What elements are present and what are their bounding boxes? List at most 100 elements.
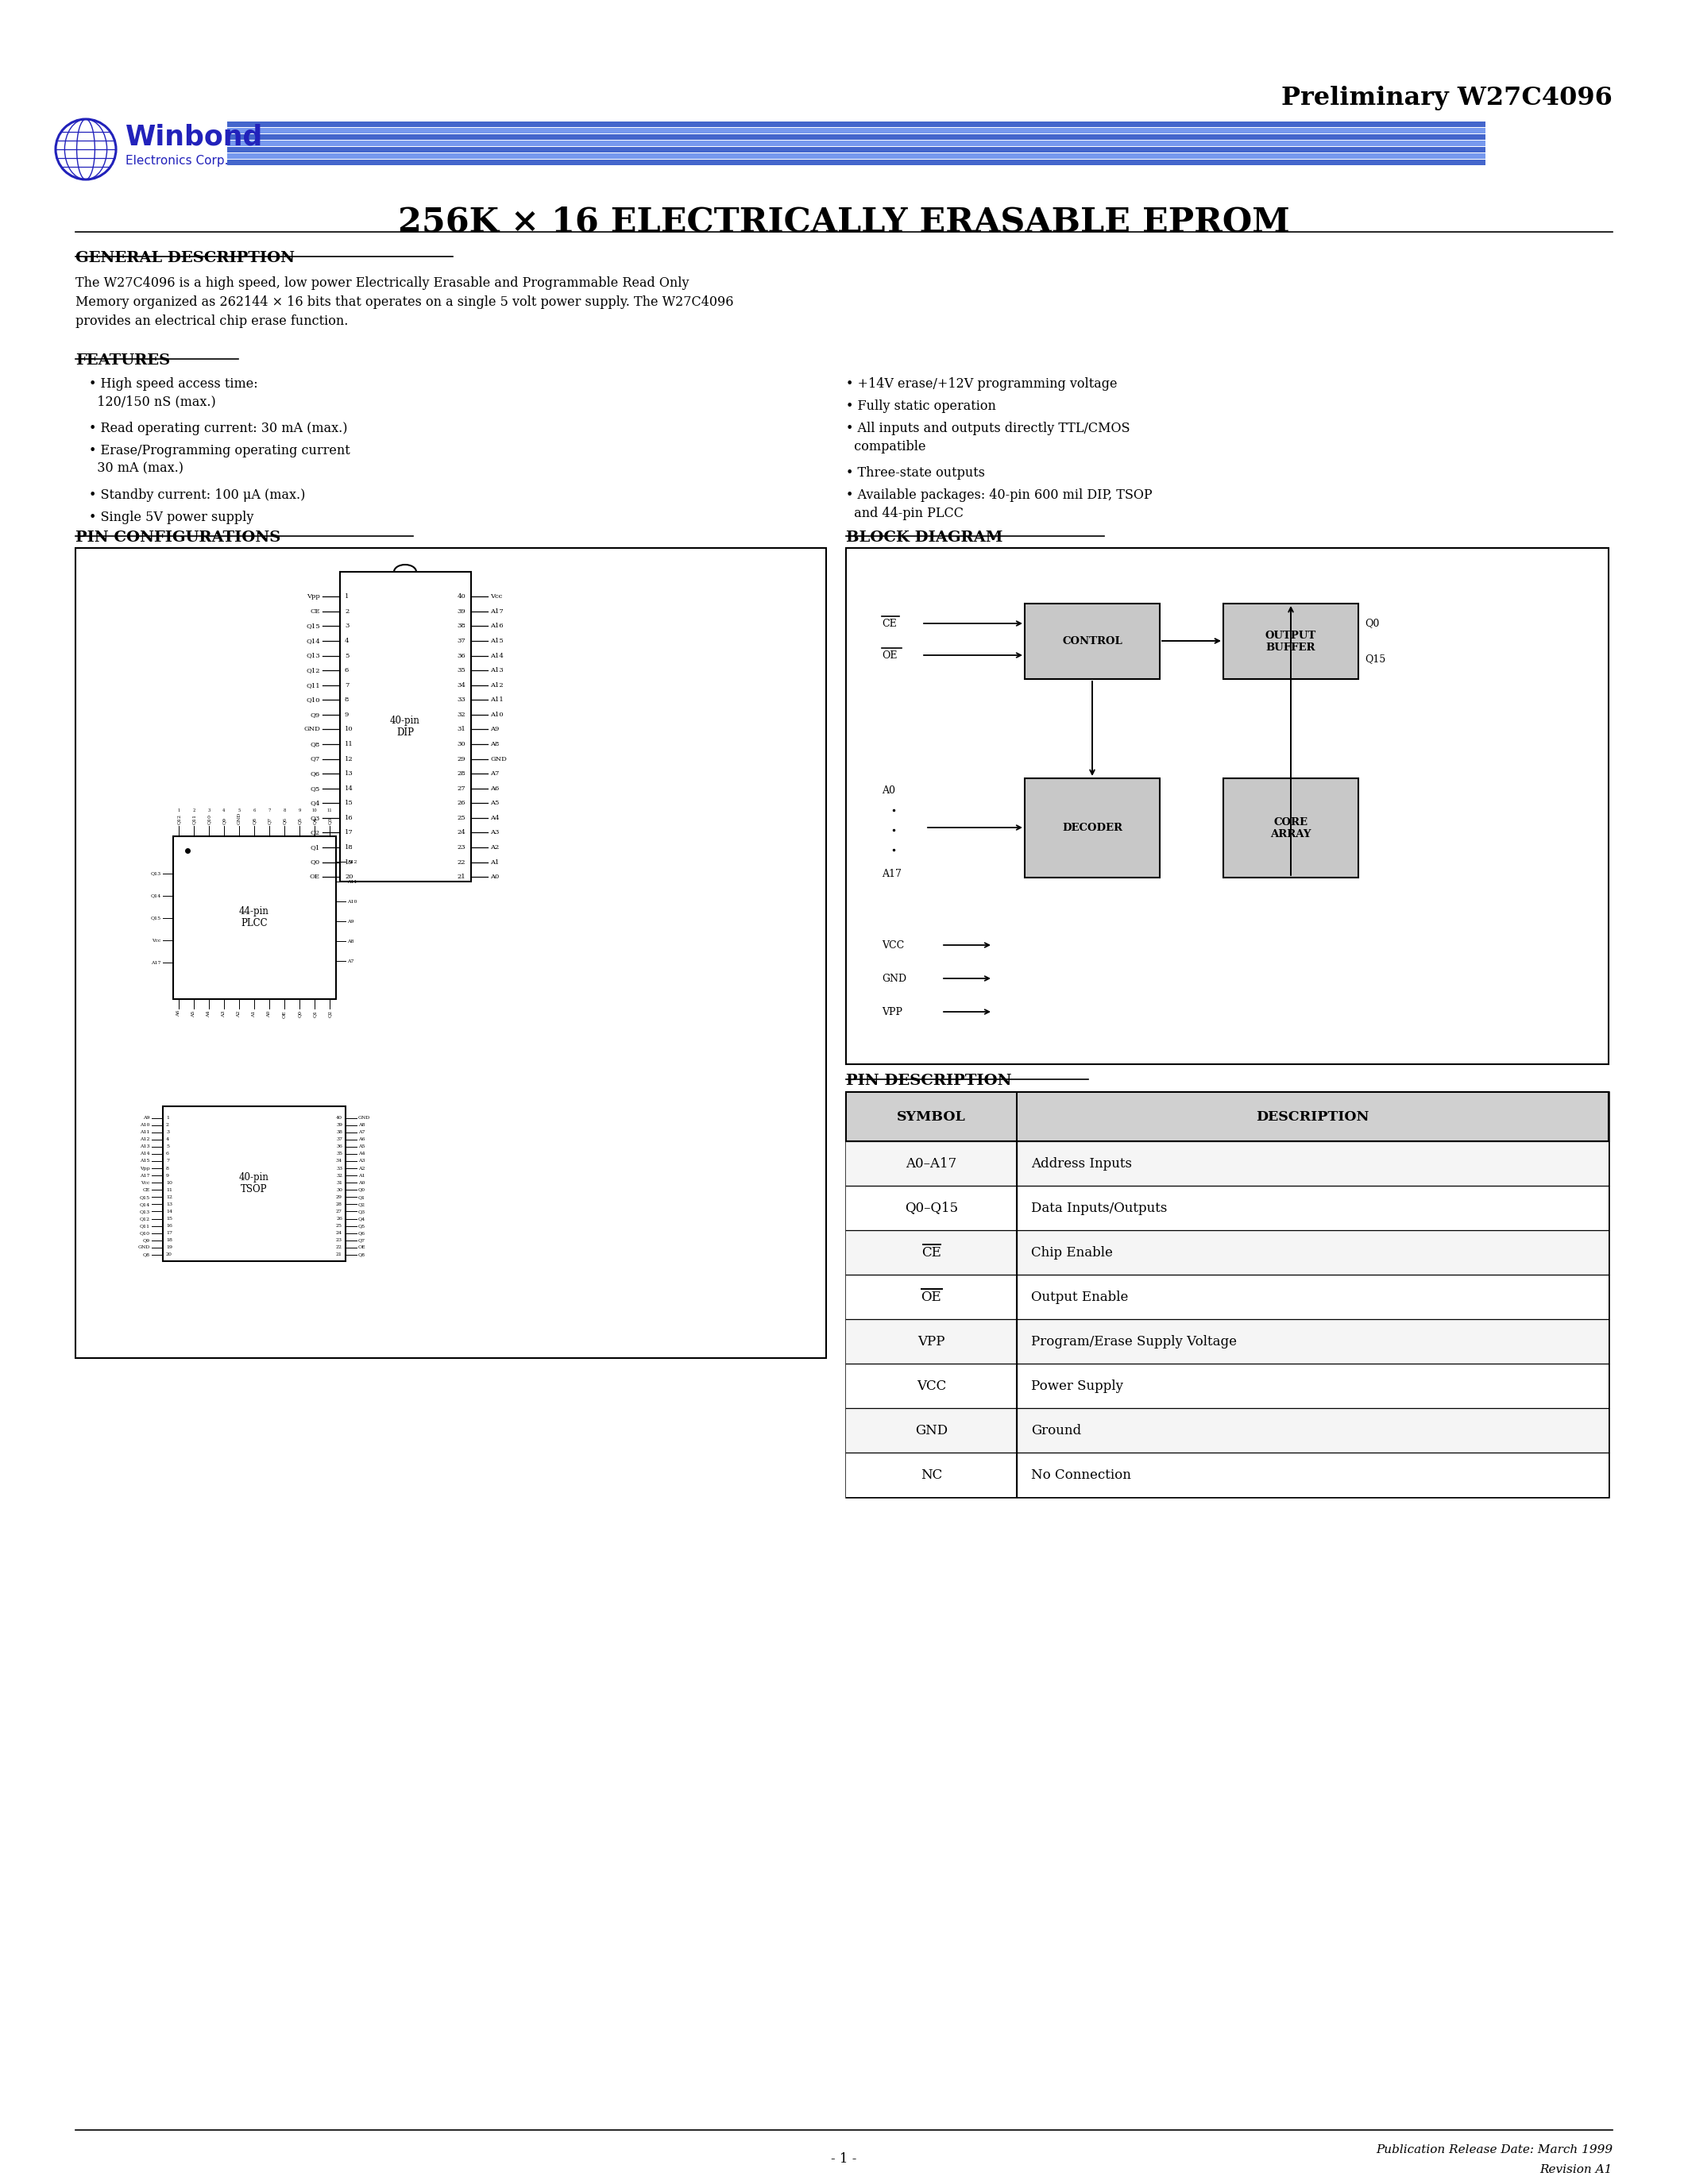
Text: 34: 34 — [457, 681, 466, 688]
Text: SYMBOL: SYMBOL — [896, 1109, 966, 1123]
Text: Winbond: Winbond — [125, 122, 263, 151]
Text: DESCRIPTION: DESCRIPTION — [1256, 1109, 1369, 1123]
Text: Q13: Q13 — [306, 653, 321, 660]
Text: Vcc: Vcc — [142, 1182, 150, 1184]
Text: GND: GND — [915, 1424, 947, 1437]
Text: 4: 4 — [165, 1138, 169, 1142]
Text: 25: 25 — [457, 815, 466, 821]
Text: A8: A8 — [348, 939, 354, 943]
Text: Chip Enable: Chip Enable — [1031, 1245, 1112, 1260]
Text: GND: GND — [138, 1245, 150, 1249]
Text: Q15: Q15 — [140, 1195, 150, 1199]
Text: 9: 9 — [299, 808, 300, 812]
Text: A1: A1 — [490, 858, 500, 865]
Text: Q13: Q13 — [140, 1210, 150, 1214]
Text: Q0: Q0 — [1364, 618, 1379, 629]
Text: A0: A0 — [358, 1182, 365, 1184]
Text: 1: 1 — [177, 808, 181, 812]
Text: A13: A13 — [490, 668, 503, 673]
Text: A0: A0 — [267, 1011, 272, 1018]
Text: Q7: Q7 — [358, 1238, 366, 1243]
Text: A11: A11 — [140, 1131, 150, 1133]
Bar — [846, 1275, 1609, 1319]
Text: 12: 12 — [165, 1195, 172, 1199]
Text: Q6: Q6 — [282, 817, 287, 823]
Text: 2: 2 — [165, 1123, 169, 1127]
Text: Q11: Q11 — [306, 681, 321, 688]
Text: Q2: Q2 — [327, 1011, 331, 1018]
Text: Q8: Q8 — [252, 817, 257, 823]
Text: 18: 18 — [165, 1238, 172, 1243]
Text: • Single 5V power supply: • Single 5V power supply — [89, 511, 253, 524]
Text: 18: 18 — [344, 845, 353, 850]
Text: 23: 23 — [457, 845, 466, 850]
Text: 2: 2 — [344, 607, 349, 614]
Text: 29: 29 — [336, 1195, 343, 1199]
Text: A2: A2 — [490, 845, 500, 850]
Text: 10: 10 — [165, 1182, 172, 1184]
Text: 17: 17 — [165, 1232, 172, 1236]
Text: Q13: Q13 — [150, 871, 162, 876]
Text: • Standby current: 100 μA (max.): • Standby current: 100 μA (max.) — [89, 489, 306, 502]
Text: 6: 6 — [165, 1151, 169, 1155]
Text: Data Inputs/Outputs: Data Inputs/Outputs — [1031, 1201, 1166, 1214]
Text: Electronics Corp.: Electronics Corp. — [125, 155, 228, 166]
Bar — [1224, 603, 1359, 679]
Text: A17: A17 — [152, 961, 162, 965]
Text: 11: 11 — [165, 1188, 172, 1192]
Text: OE: OE — [881, 651, 898, 660]
Text: VCC: VCC — [881, 939, 905, 950]
Text: Vcc: Vcc — [152, 939, 162, 941]
Text: GND: GND — [236, 812, 241, 823]
Text: Q6: Q6 — [358, 1232, 365, 1236]
Text: Q9: Q9 — [223, 817, 226, 823]
Bar — [846, 1092, 1609, 1496]
Text: A17: A17 — [490, 607, 503, 614]
Text: 13: 13 — [344, 771, 353, 778]
Text: Q8: Q8 — [311, 740, 321, 747]
Text: CE: CE — [311, 607, 321, 614]
Text: No Connection: No Connection — [1031, 1468, 1131, 1481]
Text: BLOCK DIAGRAM: BLOCK DIAGRAM — [846, 531, 1003, 544]
Text: 3: 3 — [208, 808, 211, 812]
Text: CE: CE — [143, 1188, 150, 1192]
Text: 36: 36 — [457, 653, 466, 660]
Text: 5: 5 — [238, 808, 240, 812]
Text: 24: 24 — [457, 830, 466, 836]
Text: Q7: Q7 — [267, 817, 272, 823]
Text: VPP: VPP — [881, 1007, 903, 1018]
Text: OE: OE — [311, 874, 321, 880]
Text: A3: A3 — [358, 1160, 365, 1164]
Text: A17: A17 — [140, 1173, 150, 1177]
Text: • +14V erase/+12V programming voltage: • +14V erase/+12V programming voltage — [846, 378, 1117, 391]
Text: • Read operating current: 30 mA (max.): • Read operating current: 30 mA (max.) — [89, 422, 348, 435]
Text: OE: OE — [922, 1291, 942, 1304]
Text: 33: 33 — [457, 697, 466, 703]
Text: 34: 34 — [336, 1160, 343, 1164]
Bar — [846, 1363, 1609, 1409]
Text: A6: A6 — [177, 1011, 181, 1018]
Text: 19: 19 — [165, 1245, 172, 1249]
Text: 4: 4 — [223, 808, 226, 812]
Bar — [228, 140, 1485, 146]
Text: 37: 37 — [457, 638, 466, 644]
Text: A15: A15 — [490, 638, 503, 644]
Text: 15: 15 — [344, 799, 353, 806]
Text: A15: A15 — [140, 1160, 150, 1164]
Text: • Erase/Programming operating current
  30 mA (max.): • Erase/Programming operating current 30… — [89, 443, 349, 476]
Text: A12: A12 — [140, 1138, 150, 1142]
Text: GND: GND — [358, 1116, 370, 1120]
Text: VPP: VPP — [918, 1334, 945, 1348]
Bar — [228, 159, 1485, 166]
Text: A6: A6 — [358, 1138, 365, 1142]
Text: A6: A6 — [490, 786, 500, 791]
Text: 38: 38 — [457, 622, 466, 629]
Bar — [228, 129, 1485, 133]
Text: 21: 21 — [457, 874, 466, 880]
Text: A7: A7 — [490, 771, 500, 778]
Text: A5: A5 — [358, 1144, 365, 1149]
Bar — [228, 122, 1485, 127]
Bar — [1025, 603, 1160, 679]
Text: 15: 15 — [165, 1216, 172, 1221]
Text: Revision A1: Revision A1 — [1539, 2164, 1612, 2175]
